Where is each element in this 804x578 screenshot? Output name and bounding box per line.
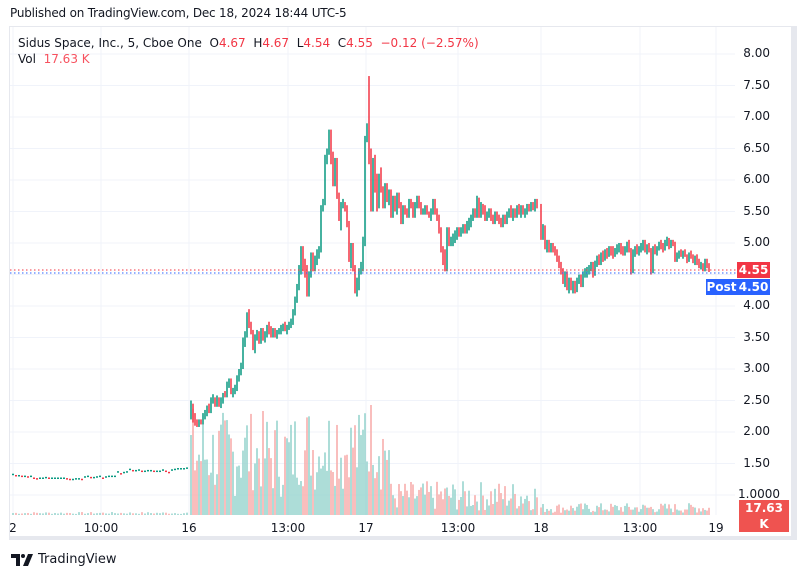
published-caption: Published on TradingView.com, Dec 18, 20… xyxy=(10,6,347,20)
high-value: 4.67 xyxy=(262,36,290,50)
price-axis-label: 7.50 xyxy=(743,77,770,92)
volume-value: 17.63 K xyxy=(43,52,90,66)
time-axis-label: 19 xyxy=(708,521,724,535)
price-axis-label: 8.00 xyxy=(743,46,770,60)
time-axis-label: 18 xyxy=(533,521,549,535)
time-axis-label: 13:00 xyxy=(440,521,476,535)
price-axis-label: 5.50 xyxy=(743,203,770,218)
price-axis-label: 7.00 xyxy=(743,109,770,123)
price-axis-label: 6.50 xyxy=(743,140,770,155)
time-axis-label: 13:00 xyxy=(622,521,658,535)
brand-name: TradingView xyxy=(38,552,117,567)
tradingview-logo-icon xyxy=(11,553,33,566)
price-axis-label: 3.00 xyxy=(743,361,770,375)
change-value: −0.12 (−2.57%) xyxy=(380,36,479,50)
post-market-price-tag: 4.50 xyxy=(737,279,770,295)
time-axis-label: 2 xyxy=(9,521,17,535)
candlesticks xyxy=(12,76,710,481)
price-axis-label: 5.00 xyxy=(743,235,770,249)
time-axis-label: 17 xyxy=(358,521,374,535)
price-axis-label: 1.50 xyxy=(743,455,770,470)
time-axis-label: 13:00 xyxy=(270,521,306,535)
price-axis-label: 6.00 xyxy=(743,172,770,186)
price-axis-label: 3.50 xyxy=(743,329,770,344)
grid-lines xyxy=(10,27,735,515)
chart-frame[interactable] xyxy=(9,26,797,540)
symbol-legend: Sidus Space, Inc., 5, Cboe One O4.67 H4.… xyxy=(18,36,479,50)
last-price-tag: 4.55 xyxy=(737,262,770,278)
price-axis-label: 2.00 xyxy=(743,424,770,438)
open-value: 4.67 xyxy=(218,36,246,50)
symbol-name: Sidus Space, Inc., 5, Cboe One xyxy=(18,36,202,50)
post-market-label: Post xyxy=(706,279,737,295)
time-axis-label: 10:00 xyxy=(83,521,119,535)
volume-label: Vol xyxy=(18,52,36,66)
volume-tag: 17.63 K xyxy=(739,500,789,532)
tradingview-brand[interactable]: TradingView xyxy=(11,552,117,567)
price-axis-label: 2.50 xyxy=(743,392,770,407)
volume-bars xyxy=(12,405,710,515)
volume-legend: Vol 17.63 K xyxy=(18,52,90,66)
low-value: 4.54 xyxy=(303,36,331,50)
time-axis-label: 16 xyxy=(181,521,197,535)
price-axis-label: 4.00 xyxy=(743,298,770,312)
price-axis-label: 1.0000 xyxy=(738,487,780,501)
close-value: 4.55 xyxy=(346,36,373,50)
